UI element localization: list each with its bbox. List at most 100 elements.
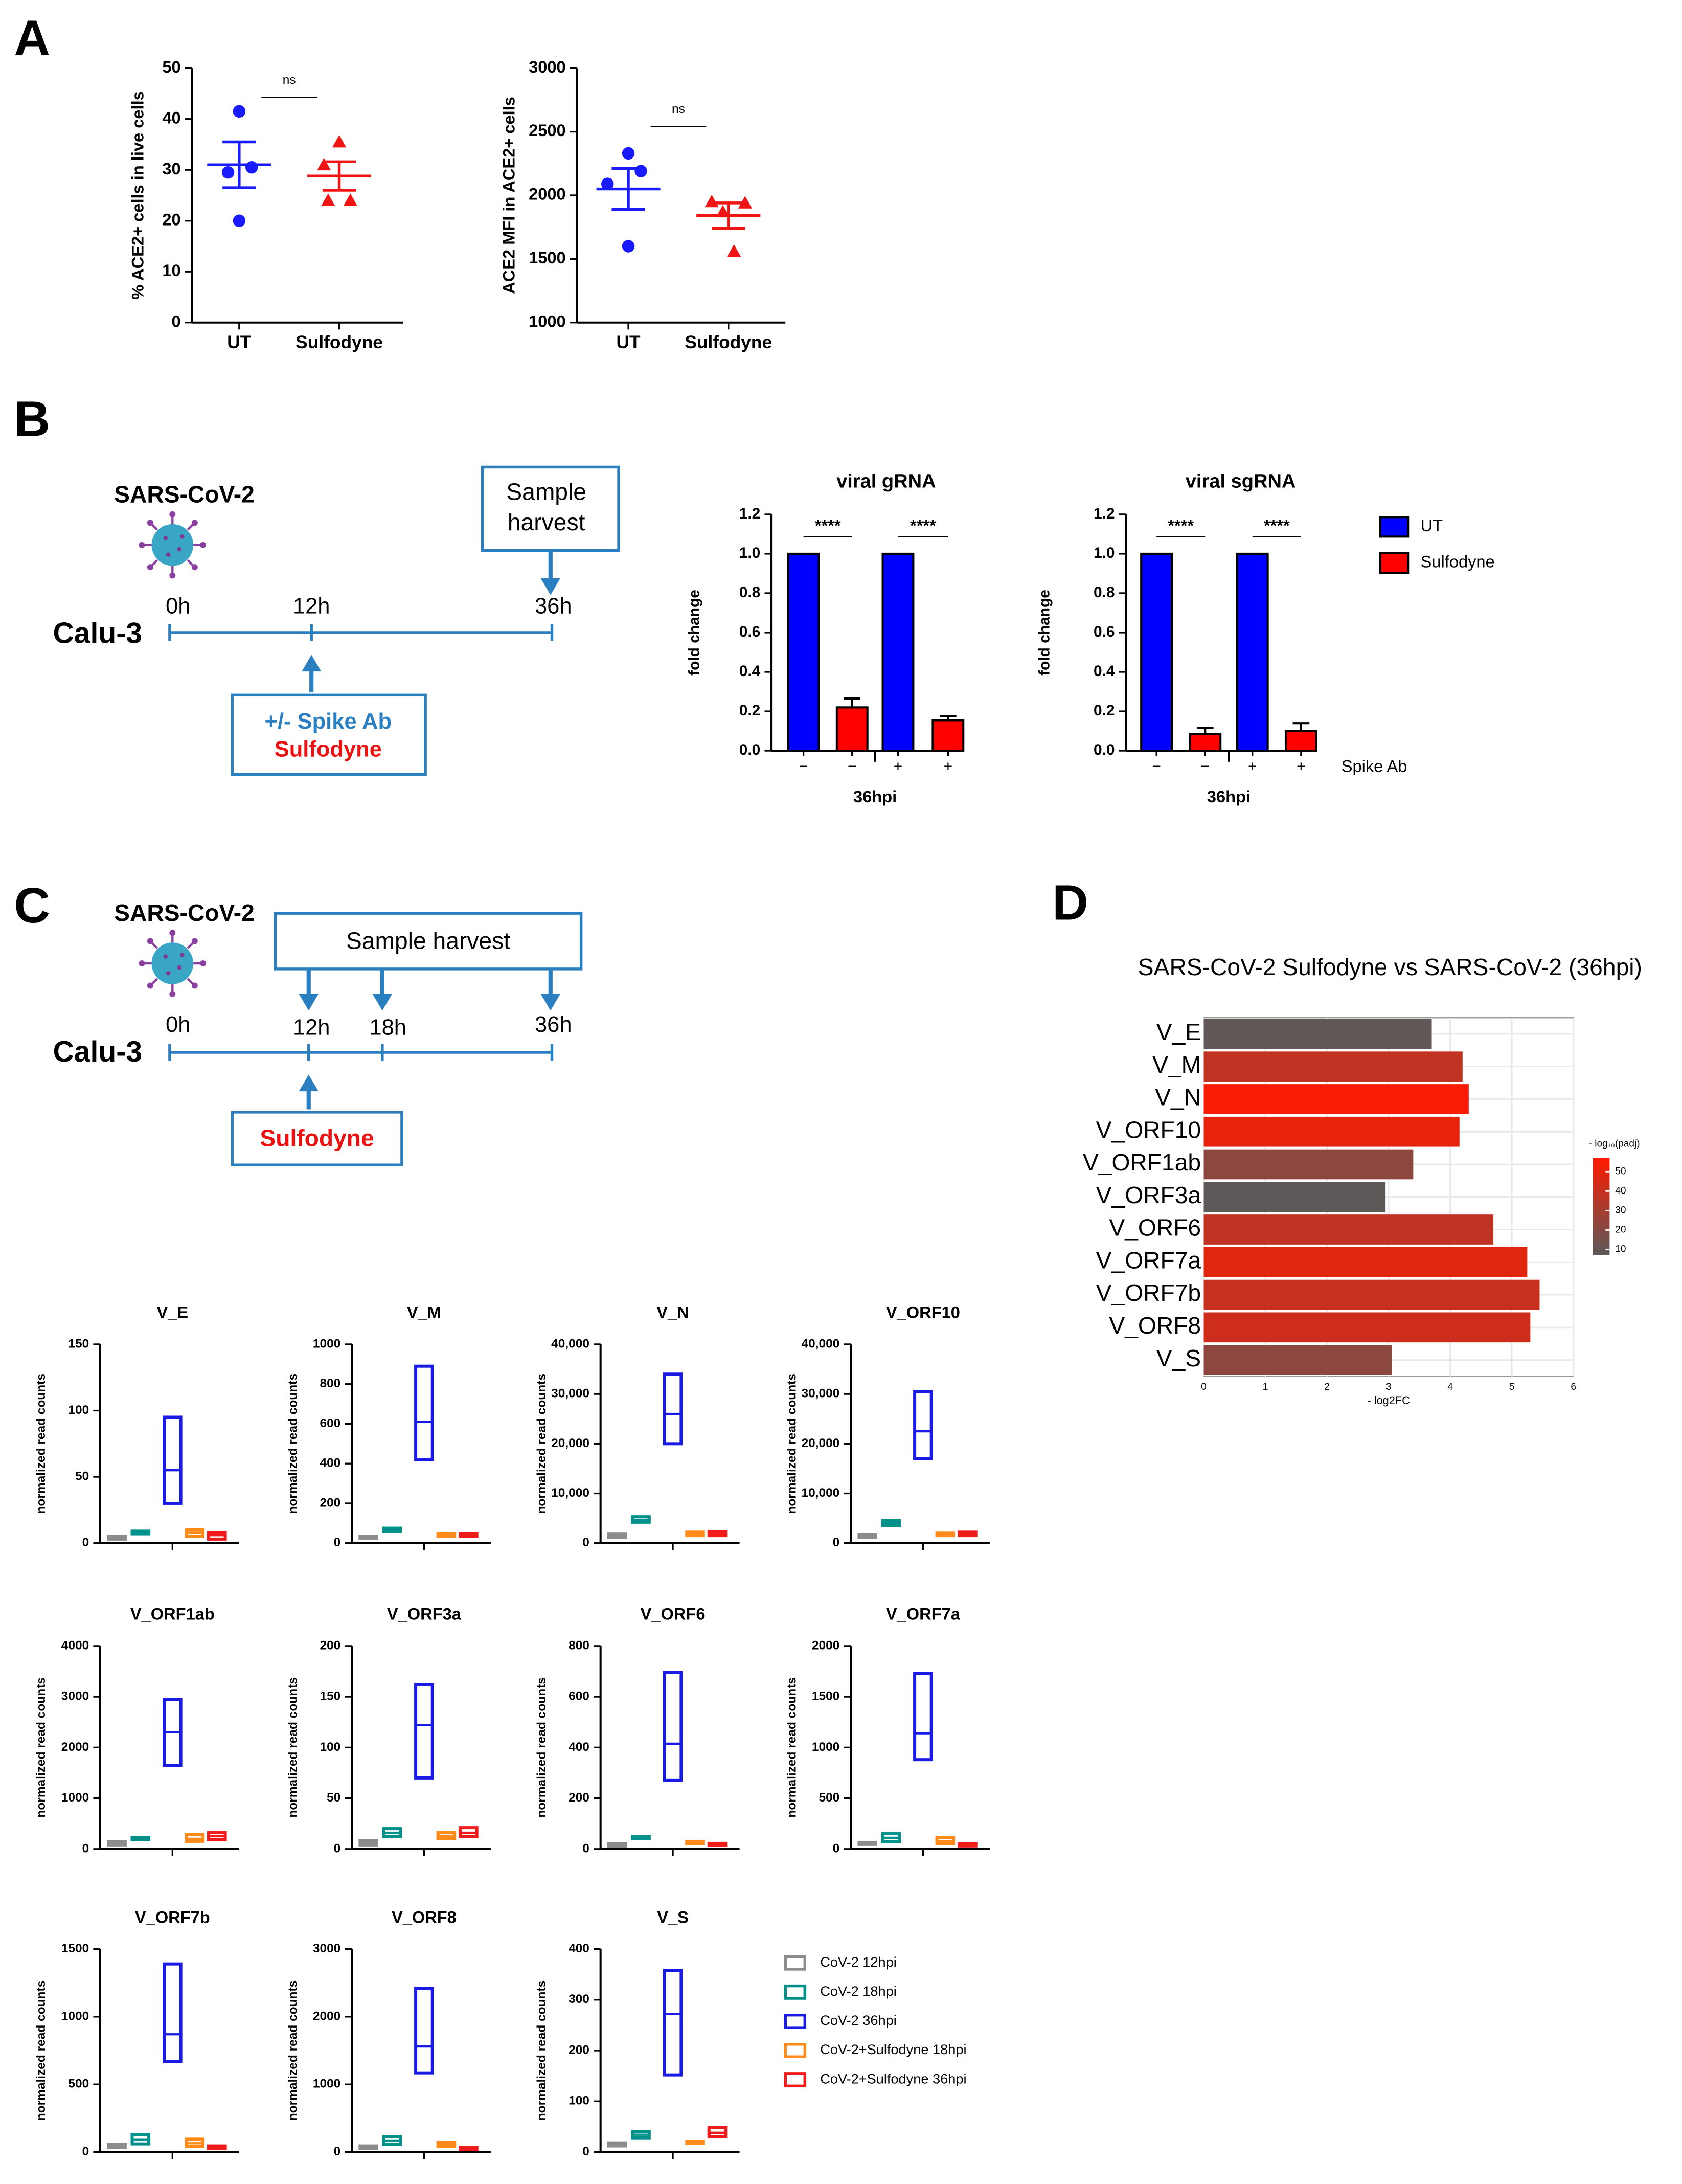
range-box xyxy=(163,1415,183,1505)
point xyxy=(321,193,335,206)
point xyxy=(727,244,741,257)
harvest-label: Sample xyxy=(506,478,586,505)
y-tick-label: 20,000 xyxy=(551,1436,589,1450)
y-tick-label: V_N xyxy=(1155,1084,1201,1111)
y-tick-label: 0 xyxy=(82,1841,89,1855)
y-tick-label: 0.8 xyxy=(739,584,761,601)
legend-label: CoV-2+Sulfodyne 36hpi xyxy=(820,2070,966,2086)
y-tick-label: 0 xyxy=(582,1536,589,1549)
x-tick-label: 4 xyxy=(1447,1382,1453,1392)
chart-title: V_ORF7a xyxy=(886,1605,961,1624)
y-tick-label: 0.6 xyxy=(1094,623,1115,640)
bar xyxy=(1203,1247,1528,1277)
x-tick-label: 1 xyxy=(1263,1382,1268,1392)
y-tick-label: 0 xyxy=(334,1841,341,1855)
y-tick-label: 1.0 xyxy=(739,545,761,561)
x-tick-label: − xyxy=(1201,758,1210,775)
y-tick-label: V_ORF7a xyxy=(1096,1247,1201,1273)
chart-title: V_M xyxy=(407,1303,441,1322)
y-tick-label: 0.0 xyxy=(1094,741,1115,758)
y-tick-label: 1000 xyxy=(529,311,566,330)
colorbar-tick-label: 10 xyxy=(1615,1244,1626,1255)
y-tick-label: 2000 xyxy=(812,1638,839,1652)
bar xyxy=(931,719,965,752)
range-box xyxy=(913,1390,933,1460)
significance: **** xyxy=(1168,516,1194,535)
y-tick-label: 40 xyxy=(162,108,180,127)
y-tick-label: V_ORF1ab xyxy=(1083,1149,1201,1176)
annotation: ns xyxy=(283,73,296,87)
x-tick-label: UT xyxy=(616,332,641,352)
y-tick-label: 0.6 xyxy=(739,623,761,640)
y-tick-label: 500 xyxy=(68,2077,89,2091)
y-tick-label: 3000 xyxy=(313,1942,340,1955)
y-tick-label: 1.2 xyxy=(1094,505,1115,522)
chart-title: viral sgRNA xyxy=(1186,470,1296,492)
colorbar-tick-label: 20 xyxy=(1615,1224,1626,1235)
y-tick-label: 40,000 xyxy=(801,1337,839,1350)
point xyxy=(317,157,331,171)
y-axis-label: normalized read counts xyxy=(286,1980,300,2121)
y-tick-label: 1500 xyxy=(529,248,566,267)
y-tick-label: 2000 xyxy=(313,2009,340,2023)
arrow-head xyxy=(299,1074,319,1092)
point xyxy=(221,166,235,179)
y-tick-label: 800 xyxy=(569,1638,589,1652)
y-tick-label: 100 xyxy=(569,2094,589,2108)
y-tick-label: 150 xyxy=(68,1337,89,1350)
legend-swatch xyxy=(784,2043,807,2058)
y-tick-label: 10 xyxy=(162,261,180,280)
range-box xyxy=(913,1672,933,1762)
y-axis-label: normalized read counts xyxy=(34,1374,48,1514)
significance: **** xyxy=(910,516,936,535)
y-tick-label: 400 xyxy=(569,1740,589,1754)
y-tick-label: 600 xyxy=(320,1416,340,1430)
bar xyxy=(787,552,820,752)
timeline-axis xyxy=(168,624,554,641)
cell-label: Calu-3 xyxy=(53,617,142,650)
row-label: Spike Ab xyxy=(1342,756,1407,775)
colorbar-label: - log₁₀(padj) xyxy=(1589,1138,1640,1149)
y-tick-label: 1500 xyxy=(61,1942,89,1955)
timeline-axis xyxy=(168,1044,554,1061)
x-tick-label: 0 xyxy=(1201,1382,1207,1392)
bar xyxy=(1203,1214,1494,1245)
x-tick-label: 6 xyxy=(1571,1382,1576,1392)
chart-title: V_ORF6 xyxy=(641,1605,706,1624)
x-tick-label: − xyxy=(1152,758,1161,775)
timeline-c: SARS-CoV-2 Sample harvest 0h 12h 18h 36h… xyxy=(53,899,583,1166)
error-bar xyxy=(1292,722,1310,731)
error-bar xyxy=(322,160,356,192)
y-tick-label: 2000 xyxy=(529,185,566,204)
legend-label: CoV-2+Sulfodyne 18hpi xyxy=(820,2041,966,2057)
harvest-box xyxy=(481,465,620,552)
treatment-label: Sulfodyne xyxy=(275,737,382,762)
bar xyxy=(1203,1182,1386,1212)
bar xyxy=(1284,730,1317,752)
y-tick-label: 800 xyxy=(320,1377,340,1390)
virus-icon xyxy=(139,511,207,579)
y-tick-label: V_ORF10 xyxy=(1096,1116,1201,1143)
y-tick-label: 100 xyxy=(320,1740,340,1754)
panel-label: B xyxy=(14,390,50,446)
range-box xyxy=(663,1969,683,2077)
x-tick-label: + xyxy=(944,758,952,775)
y-axis-label: normalized read counts xyxy=(535,1980,549,2121)
y-tick-label: 30,000 xyxy=(551,1387,589,1401)
virus-icon xyxy=(139,930,207,997)
y-tick-label: V_ORF3a xyxy=(1096,1182,1201,1208)
y-tick-label: V_ORF8 xyxy=(1109,1312,1201,1339)
x-tick-label: − xyxy=(799,758,808,775)
legend-label: CoV-2 12hpi xyxy=(820,1954,897,1970)
y-tick-label: 0 xyxy=(82,1536,89,1549)
y-tick-label: 1500 xyxy=(812,1690,839,1703)
y-tick-label: 0 xyxy=(833,1841,840,1855)
panel-label: A xyxy=(14,9,50,65)
legend-swatch xyxy=(784,2013,807,2029)
chart-title: SARS-CoV-2 Sulfodyne vs SARS-CoV-2 (36hp… xyxy=(1138,954,1642,980)
y-tick-label: 400 xyxy=(569,1942,589,1955)
panel-label: C xyxy=(14,877,50,933)
significance: **** xyxy=(1264,516,1290,535)
point xyxy=(704,194,719,208)
